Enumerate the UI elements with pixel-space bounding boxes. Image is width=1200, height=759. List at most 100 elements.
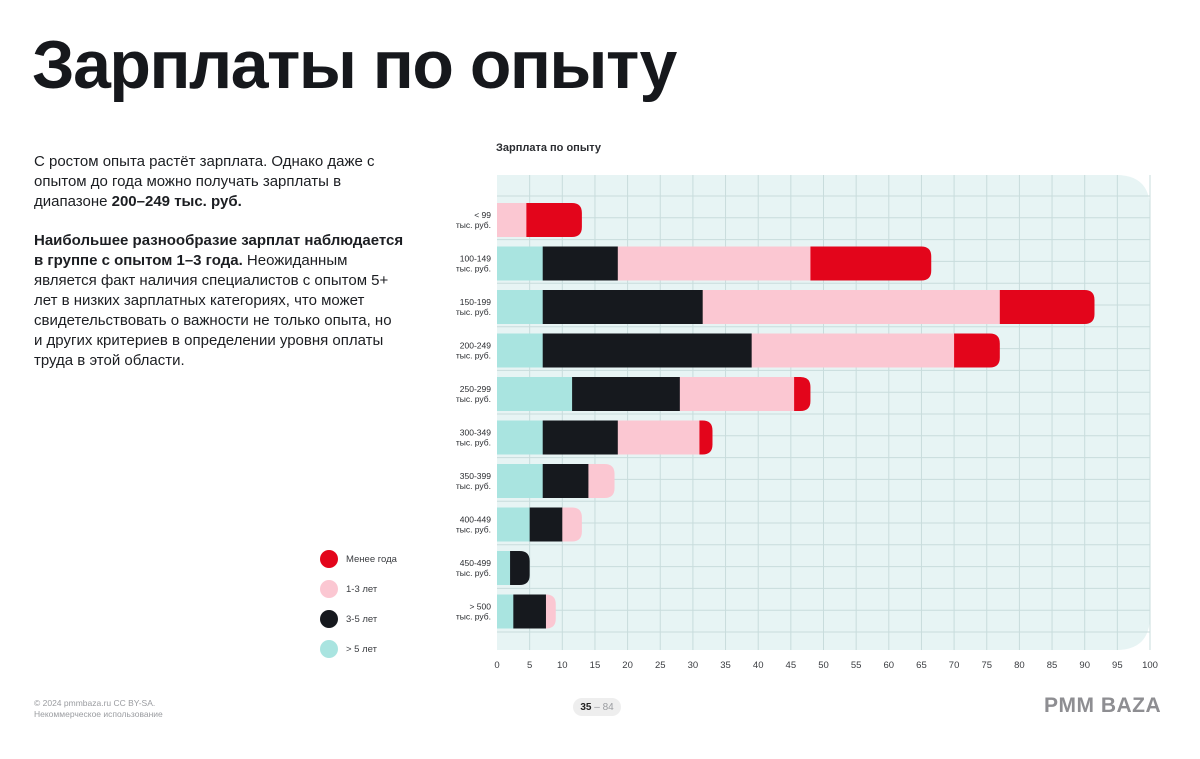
category-label-line: 150-199 xyxy=(460,297,491,307)
bar-segment xyxy=(542,290,704,324)
bar-segment xyxy=(794,377,811,411)
category-label: 150-199 тыс. руб. xyxy=(456,297,491,317)
bar-segment xyxy=(497,507,531,542)
bar-segment xyxy=(751,333,955,368)
paragraph-2: Наибольшее разнообразие зарплат наблюдае… xyxy=(34,231,404,371)
x-tick-label: 20 xyxy=(622,660,633,671)
bar-segment xyxy=(497,290,544,324)
category-label: 300-349 тыс. руб. xyxy=(456,428,491,448)
bar-segment xyxy=(617,246,811,281)
x-tick-label: 70 xyxy=(949,660,960,671)
bar-segment xyxy=(588,464,615,498)
bar-segment xyxy=(497,551,511,585)
bar-segment xyxy=(572,377,681,411)
legend-swatch xyxy=(320,580,338,598)
category-label-line: тыс. руб. xyxy=(456,307,491,317)
x-tick-label: 85 xyxy=(1047,660,1058,671)
page-total: 84 xyxy=(602,701,614,713)
category-label-line: 350-399 xyxy=(460,471,491,481)
brand-logo: PMM BAZA xyxy=(1044,694,1162,717)
bar-segment xyxy=(954,333,1000,368)
legend-item: 1-3 лет xyxy=(320,574,397,604)
description-text: С ростом опыта растёт зарплата. Однако д… xyxy=(34,152,404,390)
bar-segment xyxy=(699,420,713,455)
footer-copyright: © 2024 pmmbaza.ru CC BY-SA. Некоммерческ… xyxy=(34,698,163,720)
category-label-line: тыс. руб. xyxy=(456,481,491,491)
bar-segment xyxy=(497,246,544,281)
legend-item: Менее года xyxy=(320,544,397,574)
category-label: 450-499 тыс. руб. xyxy=(456,558,491,578)
salary-experience-chart: 0 5 10 15 20 25 30 35 40 45 50 55 60 65 70 75 80 85 90 95 10… xyxy=(456,175,1158,671)
bar-segment xyxy=(562,507,582,542)
page-counter: 35 – 84 xyxy=(573,698,621,716)
bar-segment xyxy=(497,420,544,455)
category-label-line: тыс. руб. xyxy=(456,264,491,274)
category-label-line: тыс. руб. xyxy=(456,394,491,404)
bar-segment xyxy=(999,290,1095,324)
category-label-line: 450-499 xyxy=(460,558,491,568)
bar-segment xyxy=(497,464,544,498)
x-tick-label: 15 xyxy=(590,660,601,671)
category-label-line: тыс. руб. xyxy=(456,525,491,535)
x-tick-label: 35 xyxy=(720,660,731,671)
category-label: < 99 тыс. руб. xyxy=(456,210,491,230)
category-label-line: < 99 xyxy=(474,210,491,220)
category-label: 250-299 тыс. руб. xyxy=(456,384,491,404)
paragraph-2-text: Неожиданным является факт наличия специа… xyxy=(34,252,392,369)
bar-segment xyxy=(542,333,753,368)
bar-segment xyxy=(702,290,1001,324)
x-tick-label: 45 xyxy=(786,660,797,671)
bar-segment xyxy=(497,377,573,411)
bar-segment xyxy=(513,594,547,629)
x-tick-label: 50 xyxy=(818,660,829,671)
paragraph-1-bold: 200–249 тыс. руб. xyxy=(111,193,242,210)
x-tick-label: 90 xyxy=(1079,660,1090,671)
bar-segment xyxy=(810,246,932,281)
x-tick-label: 95 xyxy=(1112,660,1123,671)
page-title: Зарплаты по опыту xyxy=(32,27,677,103)
x-tick-label: 75 xyxy=(981,660,992,671)
legend-label: 1-3 лет xyxy=(346,583,378,595)
x-tick-label: 0 xyxy=(494,660,499,671)
legend-label: 3-5 лет xyxy=(346,613,378,625)
legend-item: 3-5 лет xyxy=(320,604,397,634)
x-tick-label: 10 xyxy=(557,660,568,671)
category-label-line: 250-299 xyxy=(460,384,491,394)
page-current: 35 xyxy=(580,701,592,713)
x-tick-label: 30 xyxy=(688,660,699,671)
chart-legend: Менее года 1-3 лет 3-5 лет > 5 лет xyxy=(320,544,397,664)
bar-segment xyxy=(542,464,589,498)
category-label: 350-399 тыс. руб. xyxy=(456,471,491,491)
x-tick-label: 100 xyxy=(1142,660,1158,671)
legend-label: > 5 лет xyxy=(346,643,377,655)
paragraph-1: С ростом опыта растёт зарплата. Однако д… xyxy=(34,152,404,212)
category-label: 400-449 тыс. руб. xyxy=(456,515,491,535)
bar-segment xyxy=(497,333,544,368)
copyright-text: © 2024 pmmbaza.ru CC BY-SA. xyxy=(34,698,156,708)
category-label-line: 300-349 xyxy=(460,428,491,438)
category-label-line: тыс. руб. xyxy=(456,438,491,448)
category-label-line: 200-249 xyxy=(460,341,491,351)
bar-segment xyxy=(497,594,514,629)
bar-segment xyxy=(679,377,795,411)
bar-segment xyxy=(497,203,527,237)
x-tick-label: 65 xyxy=(916,660,927,671)
chart-title: Зарплата по опыту xyxy=(496,142,601,154)
category-label-line: тыс. руб. xyxy=(456,351,491,361)
license-text: Некоммерческое использование xyxy=(34,709,163,719)
legend-swatch xyxy=(320,640,338,658)
bar-segment xyxy=(542,420,619,455)
category-label-line: тыс. руб. xyxy=(456,220,491,230)
bar-segment xyxy=(510,551,530,585)
category-label-line: 400-449 xyxy=(460,515,491,525)
x-tick-label: 55 xyxy=(851,660,862,671)
legend-swatch xyxy=(320,550,338,568)
category-label-line: > 500 xyxy=(469,602,491,612)
x-tick-label: 60 xyxy=(884,660,895,671)
legend-item: > 5 лет xyxy=(320,634,397,664)
category-label: > 500 тыс. руб. xyxy=(456,602,491,622)
category-label-line: тыс. руб. xyxy=(456,612,491,622)
x-tick-label: 25 xyxy=(655,660,666,671)
bar-segment xyxy=(526,203,582,237)
bar-segment xyxy=(529,507,563,542)
